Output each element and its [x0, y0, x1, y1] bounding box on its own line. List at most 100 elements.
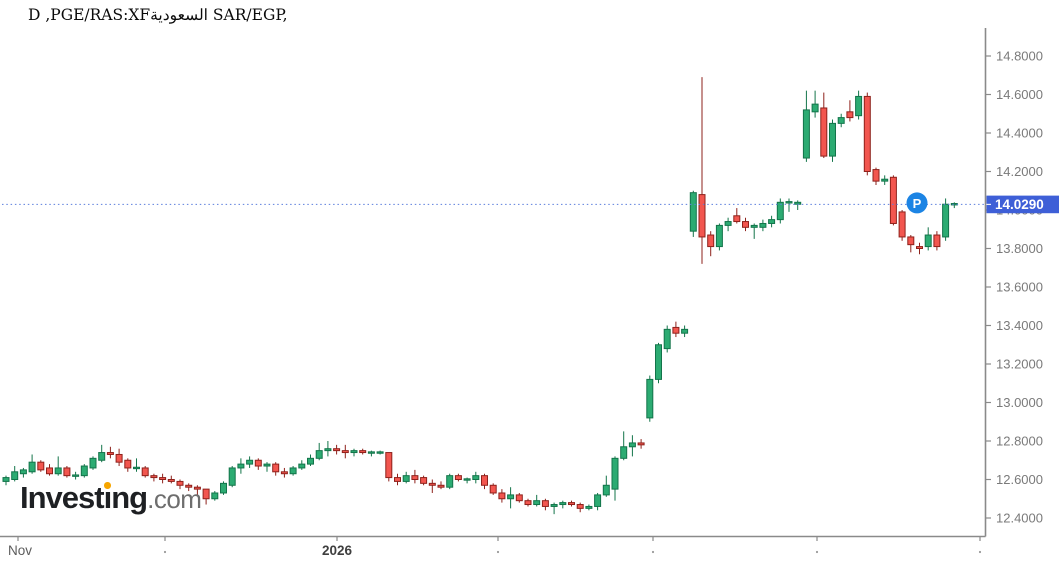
candle[interactable] — [594, 492, 602, 511]
candle[interactable] — [628, 435, 636, 457]
candle[interactable] — [237, 458, 245, 474]
candle[interactable] — [655, 342, 662, 384]
candle[interactable] — [150, 473, 158, 482]
candle[interactable] — [724, 217, 732, 232]
candle[interactable] — [550, 502, 558, 515]
candle[interactable] — [333, 444, 341, 455]
candle[interactable] — [533, 494, 541, 507]
candle[interactable] — [776, 198, 784, 224]
candle[interactable] — [924, 227, 932, 251]
candle[interactable] — [820, 92, 828, 159]
candle[interactable] — [106, 446, 114, 459]
candle[interactable] — [298, 460, 306, 470]
candle[interactable] — [646, 375, 654, 422]
candle[interactable] — [811, 90, 819, 118]
candle[interactable] — [889, 175, 897, 226]
candle[interactable] — [507, 487, 515, 509]
candle[interactable] — [524, 498, 532, 507]
candle[interactable] — [585, 504, 593, 511]
candle[interactable] — [272, 462, 280, 476]
candle[interactable] — [402, 471, 410, 484]
candle[interactable] — [437, 481, 445, 490]
candle[interactable] — [489, 483, 497, 495]
candle[interactable] — [394, 473, 401, 486]
candle[interactable] — [742, 217, 749, 232]
candle[interactable] — [376, 450, 384, 455]
candle[interactable] — [759, 219, 767, 232]
candle[interactable] — [715, 223, 723, 251]
candle[interactable] — [124, 458, 132, 472]
candle[interactable] — [280, 467, 288, 478]
candle[interactable] — [289, 466, 297, 476]
candle[interactable] — [620, 431, 628, 461]
candle[interactable] — [159, 473, 167, 484]
candle[interactable] — [350, 448, 358, 457]
candle[interactable] — [446, 473, 454, 490]
candle[interactable] — [846, 100, 854, 122]
candle[interactable] — [611, 456, 619, 501]
candle[interactable] — [515, 492, 523, 503]
candle[interactable] — [576, 502, 584, 513]
candle[interactable] — [359, 448, 367, 455]
candle[interactable] — [794, 200, 802, 210]
candle[interactable] — [733, 208, 741, 224]
candle[interactable] — [707, 231, 715, 257]
position-marker[interactable]: P — [906, 192, 928, 214]
candle[interactable] — [176, 479, 184, 490]
candle[interactable] — [193, 485, 201, 495]
candle[interactable] — [63, 466, 71, 478]
candle[interactable] — [689, 190, 697, 237]
candle[interactable] — [785, 198, 793, 212]
candle[interactable] — [89, 456, 97, 470]
candle[interactable] — [115, 448, 123, 467]
candle[interactable] — [19, 467, 27, 478]
candle[interactable] — [872, 167, 880, 185]
candle[interactable] — [472, 471, 480, 484]
candle[interactable] — [428, 479, 436, 493]
candle[interactable] — [933, 231, 941, 251]
candle[interactable] — [2, 475, 10, 486]
candle[interactable] — [881, 175, 889, 185]
candle[interactable] — [307, 454, 314, 467]
candle[interactable] — [324, 441, 332, 457]
candle[interactable] — [907, 235, 915, 253]
candle[interactable] — [454, 473, 462, 482]
candle[interactable] — [498, 489, 506, 503]
candle[interactable] — [202, 488, 210, 505]
candle[interactable] — [855, 90, 863, 120]
candle[interactable] — [228, 466, 236, 488]
candle[interactable] — [254, 458, 262, 470]
candle[interactable] — [802, 90, 810, 162]
candle[interactable] — [167, 475, 175, 484]
candle[interactable] — [72, 471, 80, 480]
candle[interactable] — [559, 500, 567, 509]
candle[interactable] — [246, 456, 254, 468]
candle[interactable] — [942, 198, 950, 241]
candle[interactable] — [698, 77, 706, 264]
candle[interactable] — [211, 491, 219, 501]
candle[interactable] — [385, 452, 393, 482]
candle[interactable] — [80, 464, 88, 478]
candle[interactable] — [341, 444, 349, 459]
candle[interactable] — [568, 500, 575, 507]
candle[interactable] — [11, 466, 19, 482]
candle[interactable] — [411, 469, 419, 484]
candle[interactable] — [916, 242, 923, 255]
candle[interactable] — [481, 473, 488, 490]
candle[interactable] — [829, 119, 836, 162]
candle[interactable] — [602, 475, 610, 497]
candle[interactable] — [263, 462, 271, 472]
candle[interactable] — [768, 215, 776, 228]
candle[interactable] — [133, 458, 140, 472]
candle[interactable] — [54, 456, 62, 476]
candle[interactable] — [863, 92, 871, 176]
candle[interactable] — [185, 483, 193, 492]
candle[interactable] — [672, 321, 680, 338]
candle[interactable] — [315, 442, 323, 461]
candle[interactable] — [837, 113, 845, 128]
candle[interactable] — [541, 498, 549, 511]
candle[interactable] — [750, 223, 758, 239]
candle[interactable] — [98, 444, 106, 463]
candle[interactable] — [463, 477, 471, 484]
